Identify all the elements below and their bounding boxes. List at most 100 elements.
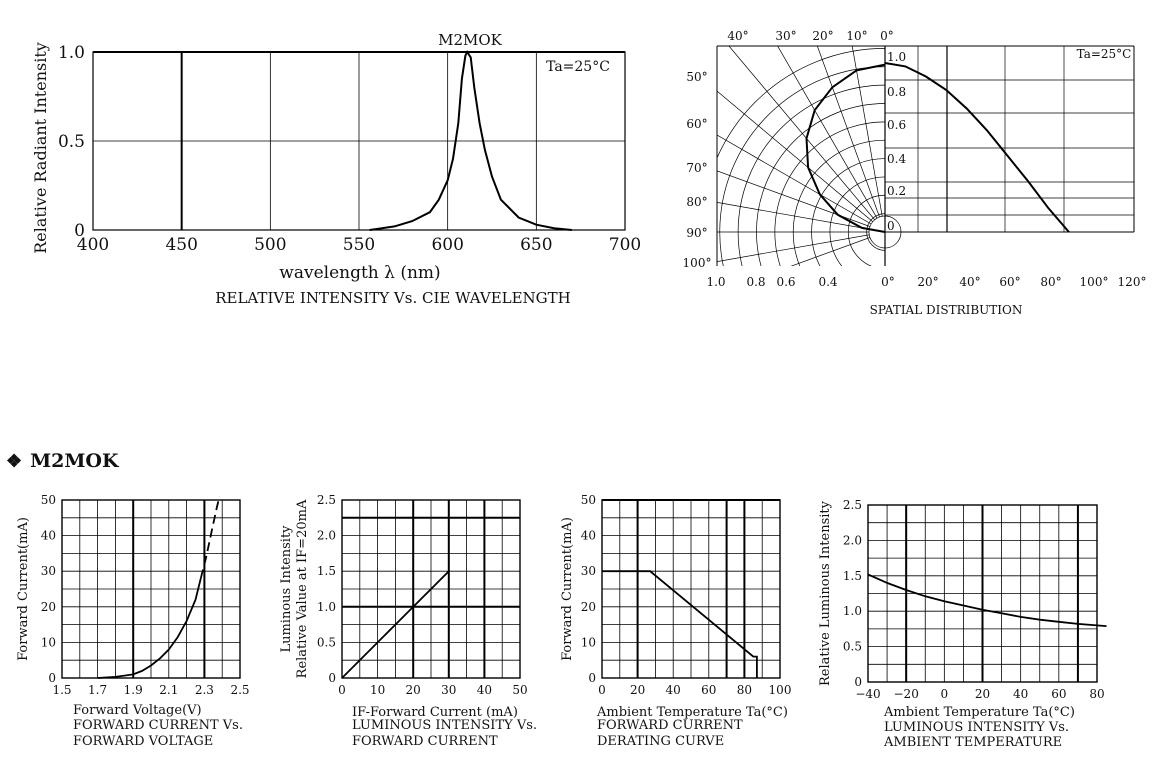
- polar-radial: [717, 170, 885, 233]
- polar-radial: [851, 46, 885, 233]
- x-tick-label: 80: [1089, 687, 1104, 701]
- radius-label: 0.6: [776, 275, 795, 289]
- y-tick-label: 50: [41, 493, 56, 507]
- x-axis-label: IF-Forward Current (mA): [352, 705, 518, 720]
- x-tick-label: 1.9: [124, 683, 143, 697]
- x-axis-label: Forward Voltage(V): [73, 703, 202, 718]
- x-tick-label: 2.1: [159, 683, 178, 697]
- y-axis-label: Relative Value at IF=20mA: [295, 499, 310, 678]
- bottom-angle-label: 100°: [1080, 275, 1109, 289]
- y-tick-label: 1.0: [317, 600, 336, 614]
- x-tick-label: 0: [941, 687, 949, 701]
- condition-label: Ta=25°C: [546, 59, 610, 75]
- x-tick-label: 10: [370, 683, 385, 697]
- x-tick-label: −20: [894, 687, 919, 701]
- y-tick-label: 0: [74, 221, 85, 241]
- y-tick-label: 1.0: [58, 43, 85, 63]
- x-tick-label: 400: [77, 235, 109, 255]
- polar-radial: [816, 46, 885, 233]
- x-tick-label: 100: [769, 683, 792, 697]
- plot-frame: [61, 499, 241, 679]
- condition-label: Ta=25°C: [1077, 47, 1132, 61]
- angle-label: 0°: [880, 29, 894, 43]
- x-tick-label: 500: [254, 235, 286, 255]
- inner-scale-label: 0.6: [887, 118, 906, 132]
- y-tick-label: 0.5: [843, 640, 862, 654]
- y-tick-label: 30: [41, 564, 56, 578]
- series-line: [199, 496, 221, 579]
- section-header: ❖ M2MOK: [6, 450, 119, 472]
- y-axis-label: Relative Luminous Intensity: [818, 500, 833, 686]
- x-tick-label: 0: [598, 683, 606, 697]
- polar-radial: [717, 90, 885, 233]
- angle-label: 10°: [846, 29, 867, 43]
- inner-scale-label: 0.2: [887, 184, 906, 198]
- y-tick-label: 0: [48, 671, 56, 685]
- y-tick-label: 40: [41, 529, 56, 543]
- chart-iv: 1.5 1.7 1.9 2.1 2.3 2.5 0 10 20 30 40 50 Forward Vol…: [16, 493, 250, 749]
- y-tick-label: 1.5: [843, 569, 862, 583]
- x-tick-label: 1.5: [52, 683, 71, 697]
- inner-scale-label: 0.8: [887, 85, 906, 99]
- angle-label: 50°: [686, 70, 707, 84]
- radius-label: 1.0: [706, 275, 725, 289]
- section-title: M2MOK: [30, 450, 119, 472]
- y-tick-label: 2.5: [317, 493, 336, 507]
- x-tick-label: 20: [630, 683, 645, 697]
- spectrum-curve: [369, 50, 572, 231]
- rect-curve: [884, 62, 1070, 233]
- polar-radial: [717, 134, 885, 233]
- y-axis-label: Forward Current(mA): [560, 517, 575, 661]
- chart-spatial: 40° 30° 20° 10° 0° 50° 60° 70° 80° 90° 100° 1.0 0.8 0…: [683, 29, 1147, 317]
- y-tick-label: 0: [854, 675, 862, 689]
- x-tick-label: 450: [165, 235, 197, 255]
- angle-label: 70°: [686, 161, 707, 175]
- plot-frame: [601, 499, 781, 679]
- x-tick-label: 2.5: [230, 683, 249, 697]
- inner-scale-label: 1.0: [887, 50, 906, 64]
- chart-caption: FORWARD CURRENT: [352, 734, 498, 749]
- x-tick-label: 0: [338, 683, 346, 697]
- chart-lum_vs_temp: −40 −20 0 20 40 60 80 0 0.5 1.0 1.5 2.0 2.5 Ambient T…: [818, 498, 1107, 750]
- y-tick-label: 50: [581, 493, 596, 507]
- bottom-angle-label: 80°: [1040, 275, 1061, 289]
- x-axis-label: Ambient Temperature Ta(°C): [883, 705, 1075, 720]
- angle-label: 90°: [686, 226, 707, 240]
- plot-frame: [867, 504, 1098, 683]
- angle-label: 20°: [812, 29, 833, 43]
- chart-caption: FORWARD CURRENT Vs.: [73, 718, 243, 733]
- x-tick-label: 60: [701, 683, 716, 697]
- series-line: [341, 570, 450, 679]
- x-tick-label: 60: [1051, 687, 1066, 701]
- bottom-angle-label: 60°: [999, 275, 1020, 289]
- y-tick-label: 0.5: [317, 635, 336, 649]
- x-tick-label: 650: [520, 235, 552, 255]
- y-tick-label: 10: [41, 635, 56, 649]
- x-axis-label: Ambient Temperature Ta(°C): [596, 705, 788, 720]
- angle-label: 100°: [683, 256, 712, 270]
- y-axis-label: Luminous Intensity: [279, 525, 294, 653]
- polar-curve: [805, 63, 886, 233]
- chart-spectrum: 400 450 500 550 600 650 700 0 0.5 1.0 M2MOK Ta=25°C…: [31, 31, 641, 307]
- x-tick-label: 40: [666, 683, 681, 697]
- y-tick-label: 30: [581, 564, 596, 578]
- x-tick-label: 550: [343, 235, 375, 255]
- y-tick-label: 0: [328, 671, 336, 685]
- y-tick-label: 2.5: [843, 498, 862, 512]
- chart-caption: AMBIENT TEMPERATURE: [883, 735, 1062, 750]
- chart-caption: LUMINOUS INTENSITY Vs.: [884, 720, 1069, 735]
- x-tick-label: 20: [975, 687, 990, 701]
- polar-radial: [717, 202, 885, 233]
- angle-label: 30°: [775, 29, 796, 43]
- chart-derating: 0 20 40 60 80 100 0 10 20 30 40 50 Ambient Temperatu…: [560, 493, 791, 749]
- x-tick-label: 50: [512, 683, 527, 697]
- y-tick-label: 40: [581, 529, 596, 543]
- chart-caption: RELATIVE INTENSITY Vs. CIE WAVELENGTH: [215, 289, 571, 307]
- diamond-bullet-icon: ❖: [6, 450, 23, 472]
- angle-label: 80°: [686, 195, 707, 209]
- polar-radial: [777, 46, 885, 233]
- x-tick-label: 1.7: [88, 683, 107, 697]
- chart-caption: FORWARD VOLTAGE: [73, 734, 213, 749]
- y-axis-label: Forward Current(mA): [16, 517, 31, 661]
- x-tick-label: 600: [431, 235, 463, 255]
